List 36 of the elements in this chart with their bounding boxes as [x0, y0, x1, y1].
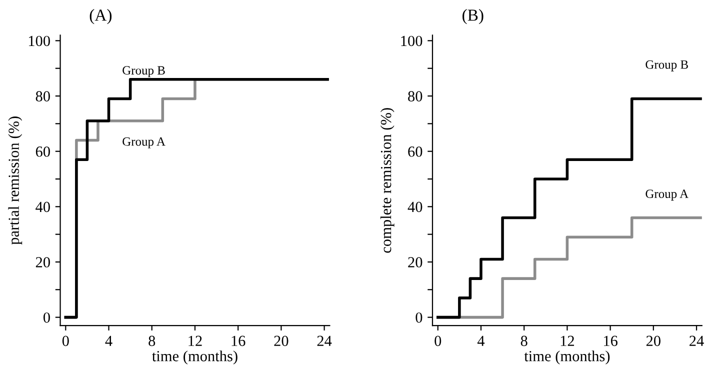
y-axis-title: complete remission (%) — [380, 108, 394, 253]
x-tick-label: 8 — [520, 336, 528, 346]
x-tick-label: 24 — [317, 336, 332, 346]
x-tick-label: 0 — [62, 336, 69, 346]
text: Group B — [646, 60, 688, 72]
x-tick-label: 8 — [148, 336, 156, 346]
x-tick-label: 20 — [274, 336, 288, 346]
chart-title: (B) — [462, 9, 484, 24]
y-tick-label: 80 — [408, 91, 422, 102]
x-tick-label: 4 — [105, 336, 112, 346]
x-tick-label: 16 — [232, 336, 246, 346]
x-tick-label: 4 — [477, 336, 485, 346]
y-tick-label: 40 — [36, 202, 50, 212]
y-tick-label: 60 — [408, 146, 422, 157]
y-tick-label: 0 — [416, 312, 422, 323]
y-tick-label: 60 — [36, 146, 50, 157]
y-tick-label: 100 — [401, 36, 422, 46]
y-tick-label: 40 — [408, 202, 422, 212]
y-tick-label: 80 — [36, 91, 50, 102]
x-tick-label: 24 — [690, 336, 704, 346]
y-axis-title: partial remission (%) — [8, 116, 22, 245]
x-tick-label: 0 — [434, 336, 442, 346]
y-tick-label: 100 — [28, 36, 50, 46]
x-tick-label: 20 — [646, 336, 660, 346]
y-tick-label: 20 — [36, 257, 50, 268]
y-tick-label: 20 — [408, 257, 422, 268]
x-axis-title: time (months) — [152, 350, 238, 364]
x-tick-label: 16 — [604, 336, 618, 346]
x-tick-label: 12 — [188, 336, 202, 346]
chart-title: (A) — [90, 9, 112, 24]
series-label: Group B — [122, 66, 165, 78]
x-axis-title: time (months) — [524, 350, 610, 364]
x-tick-label: 12 — [560, 336, 574, 346]
y-tick-label: 0 — [43, 312, 50, 323]
series-label: Group A — [646, 190, 688, 201]
series-label: Group A — [122, 137, 166, 148]
